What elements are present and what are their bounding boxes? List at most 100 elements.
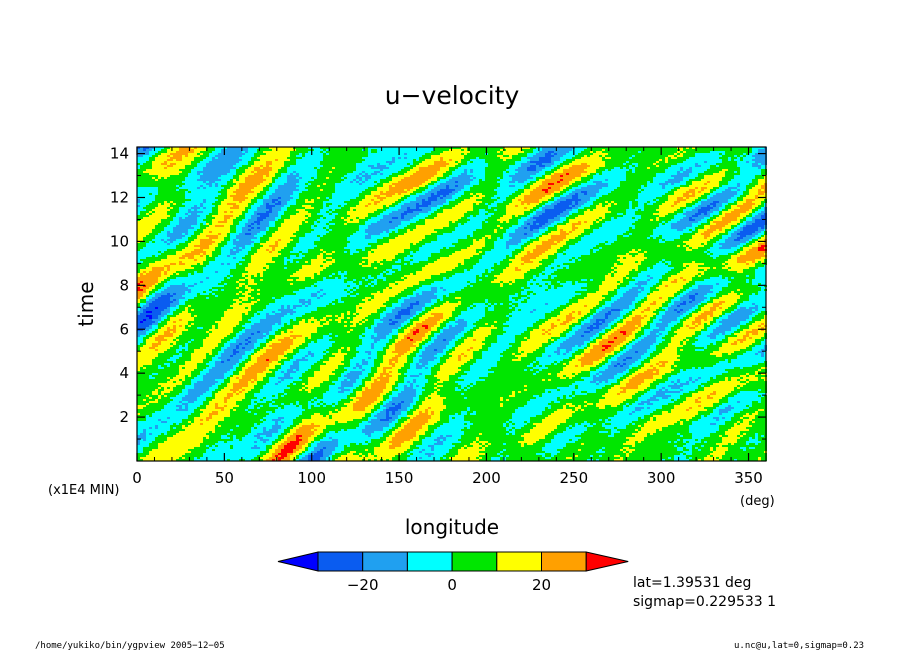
heatmap-cell bbox=[152, 207, 155, 209]
heatmap-cell bbox=[725, 175, 728, 177]
heatmap-cell bbox=[566, 177, 569, 179]
heatmap-cell bbox=[242, 183, 245, 185]
heatmap-cell bbox=[737, 203, 740, 205]
heatmap-cell bbox=[500, 169, 503, 171]
heatmap-cell bbox=[332, 187, 335, 189]
heatmap-cell bbox=[200, 177, 203, 179]
heatmap-cell bbox=[341, 207, 344, 209]
heatmap-cell bbox=[404, 157, 407, 159]
heatmap-cell bbox=[353, 205, 356, 207]
heatmap-cell bbox=[554, 203, 557, 205]
heatmap-cell bbox=[512, 153, 515, 155]
heatmap-cell bbox=[518, 197, 521, 199]
heatmap-cell bbox=[230, 181, 233, 183]
heatmap-cell bbox=[392, 189, 395, 191]
heatmap-cell bbox=[164, 169, 167, 171]
heatmap-cell bbox=[311, 181, 314, 183]
heatmap-cell bbox=[425, 167, 428, 169]
heatmap-cell bbox=[164, 201, 167, 203]
heatmap-cell bbox=[287, 157, 290, 159]
heatmap-cell bbox=[545, 149, 548, 151]
heatmap-cell bbox=[593, 207, 596, 209]
heatmap-cell bbox=[257, 189, 260, 191]
heatmap-cell bbox=[461, 183, 464, 185]
heatmap-cell bbox=[287, 175, 290, 177]
heatmap-cell bbox=[590, 189, 593, 191]
heatmap-cell bbox=[413, 165, 416, 167]
heatmap-cell bbox=[341, 149, 344, 151]
heatmap-cell bbox=[653, 209, 656, 211]
heatmap-cell bbox=[215, 171, 218, 173]
heatmap-cell bbox=[665, 181, 668, 183]
heatmap-cell bbox=[578, 193, 581, 195]
heatmap-cell bbox=[449, 209, 452, 211]
heatmap-cell bbox=[734, 207, 737, 209]
heatmap-cell bbox=[293, 183, 296, 185]
heatmap-cell bbox=[605, 201, 608, 203]
heatmap-cell bbox=[335, 209, 338, 211]
heatmap-cell bbox=[641, 169, 644, 171]
heatmap-cell bbox=[695, 191, 698, 193]
heatmap-cell bbox=[254, 201, 257, 203]
heatmap-cell bbox=[140, 171, 143, 173]
heatmap-cell bbox=[425, 185, 428, 187]
heatmap-cell bbox=[269, 203, 272, 205]
heatmap-cell bbox=[650, 181, 653, 183]
heatmap-cell bbox=[698, 199, 701, 201]
heatmap-cell bbox=[386, 197, 389, 199]
heatmap-cell bbox=[644, 151, 647, 153]
heatmap-cell bbox=[476, 207, 479, 209]
heatmap-cell bbox=[443, 199, 446, 201]
heatmap-cell bbox=[332, 153, 335, 155]
heatmap-cell bbox=[635, 167, 638, 169]
heatmap-cell bbox=[569, 201, 572, 203]
heatmap-cell bbox=[440, 149, 443, 151]
heatmap-cell bbox=[590, 157, 593, 159]
heatmap-cell bbox=[752, 205, 755, 207]
heatmap-cell bbox=[611, 197, 614, 199]
heatmap-cell bbox=[155, 207, 158, 209]
heatmap-cell bbox=[164, 153, 167, 155]
heatmap-cell bbox=[416, 185, 419, 187]
heatmap-cell bbox=[575, 175, 578, 177]
heatmap-cell bbox=[545, 209, 548, 211]
heatmap-cell bbox=[254, 189, 257, 191]
heatmap-cell bbox=[437, 189, 440, 191]
heatmap-cell bbox=[518, 169, 521, 171]
heatmap-cell bbox=[329, 161, 332, 163]
heatmap-cell bbox=[437, 153, 440, 155]
heatmap-cell bbox=[608, 151, 611, 153]
heatmap-cell bbox=[245, 187, 248, 189]
heatmap-cell bbox=[734, 151, 737, 153]
heatmap-cell bbox=[446, 157, 449, 159]
heatmap-cell bbox=[461, 209, 464, 211]
heatmap-cell bbox=[725, 149, 728, 151]
heatmap-cell bbox=[545, 155, 548, 157]
heatmap-cell bbox=[245, 179, 248, 181]
heatmap-cell bbox=[422, 163, 425, 165]
heatmap-cell bbox=[317, 209, 320, 211]
heatmap-cell bbox=[569, 177, 572, 179]
heatmap-cell bbox=[269, 157, 272, 159]
heatmap-cell bbox=[497, 197, 500, 199]
heatmap-cell bbox=[632, 151, 635, 153]
heatmap-cell bbox=[755, 205, 758, 207]
heatmap-cell bbox=[737, 167, 740, 169]
heatmap-cell bbox=[602, 151, 605, 153]
heatmap-cell bbox=[260, 177, 263, 179]
heatmap-cell bbox=[578, 199, 581, 201]
heatmap-cell bbox=[335, 167, 338, 169]
heatmap-cell bbox=[176, 203, 179, 205]
heatmap-cell bbox=[653, 207, 656, 209]
heatmap-cell bbox=[263, 199, 266, 201]
heatmap-cell bbox=[260, 173, 263, 175]
heatmap-cell bbox=[452, 169, 455, 171]
heatmap-cell bbox=[221, 189, 224, 191]
heatmap-cell bbox=[509, 159, 512, 161]
heatmap-cell bbox=[737, 197, 740, 199]
heatmap-cell bbox=[551, 205, 554, 207]
heatmap-cell bbox=[461, 181, 464, 183]
heatmap-cell bbox=[407, 185, 410, 187]
heatmap-cell bbox=[545, 185, 548, 187]
heatmap-cell bbox=[170, 181, 173, 183]
